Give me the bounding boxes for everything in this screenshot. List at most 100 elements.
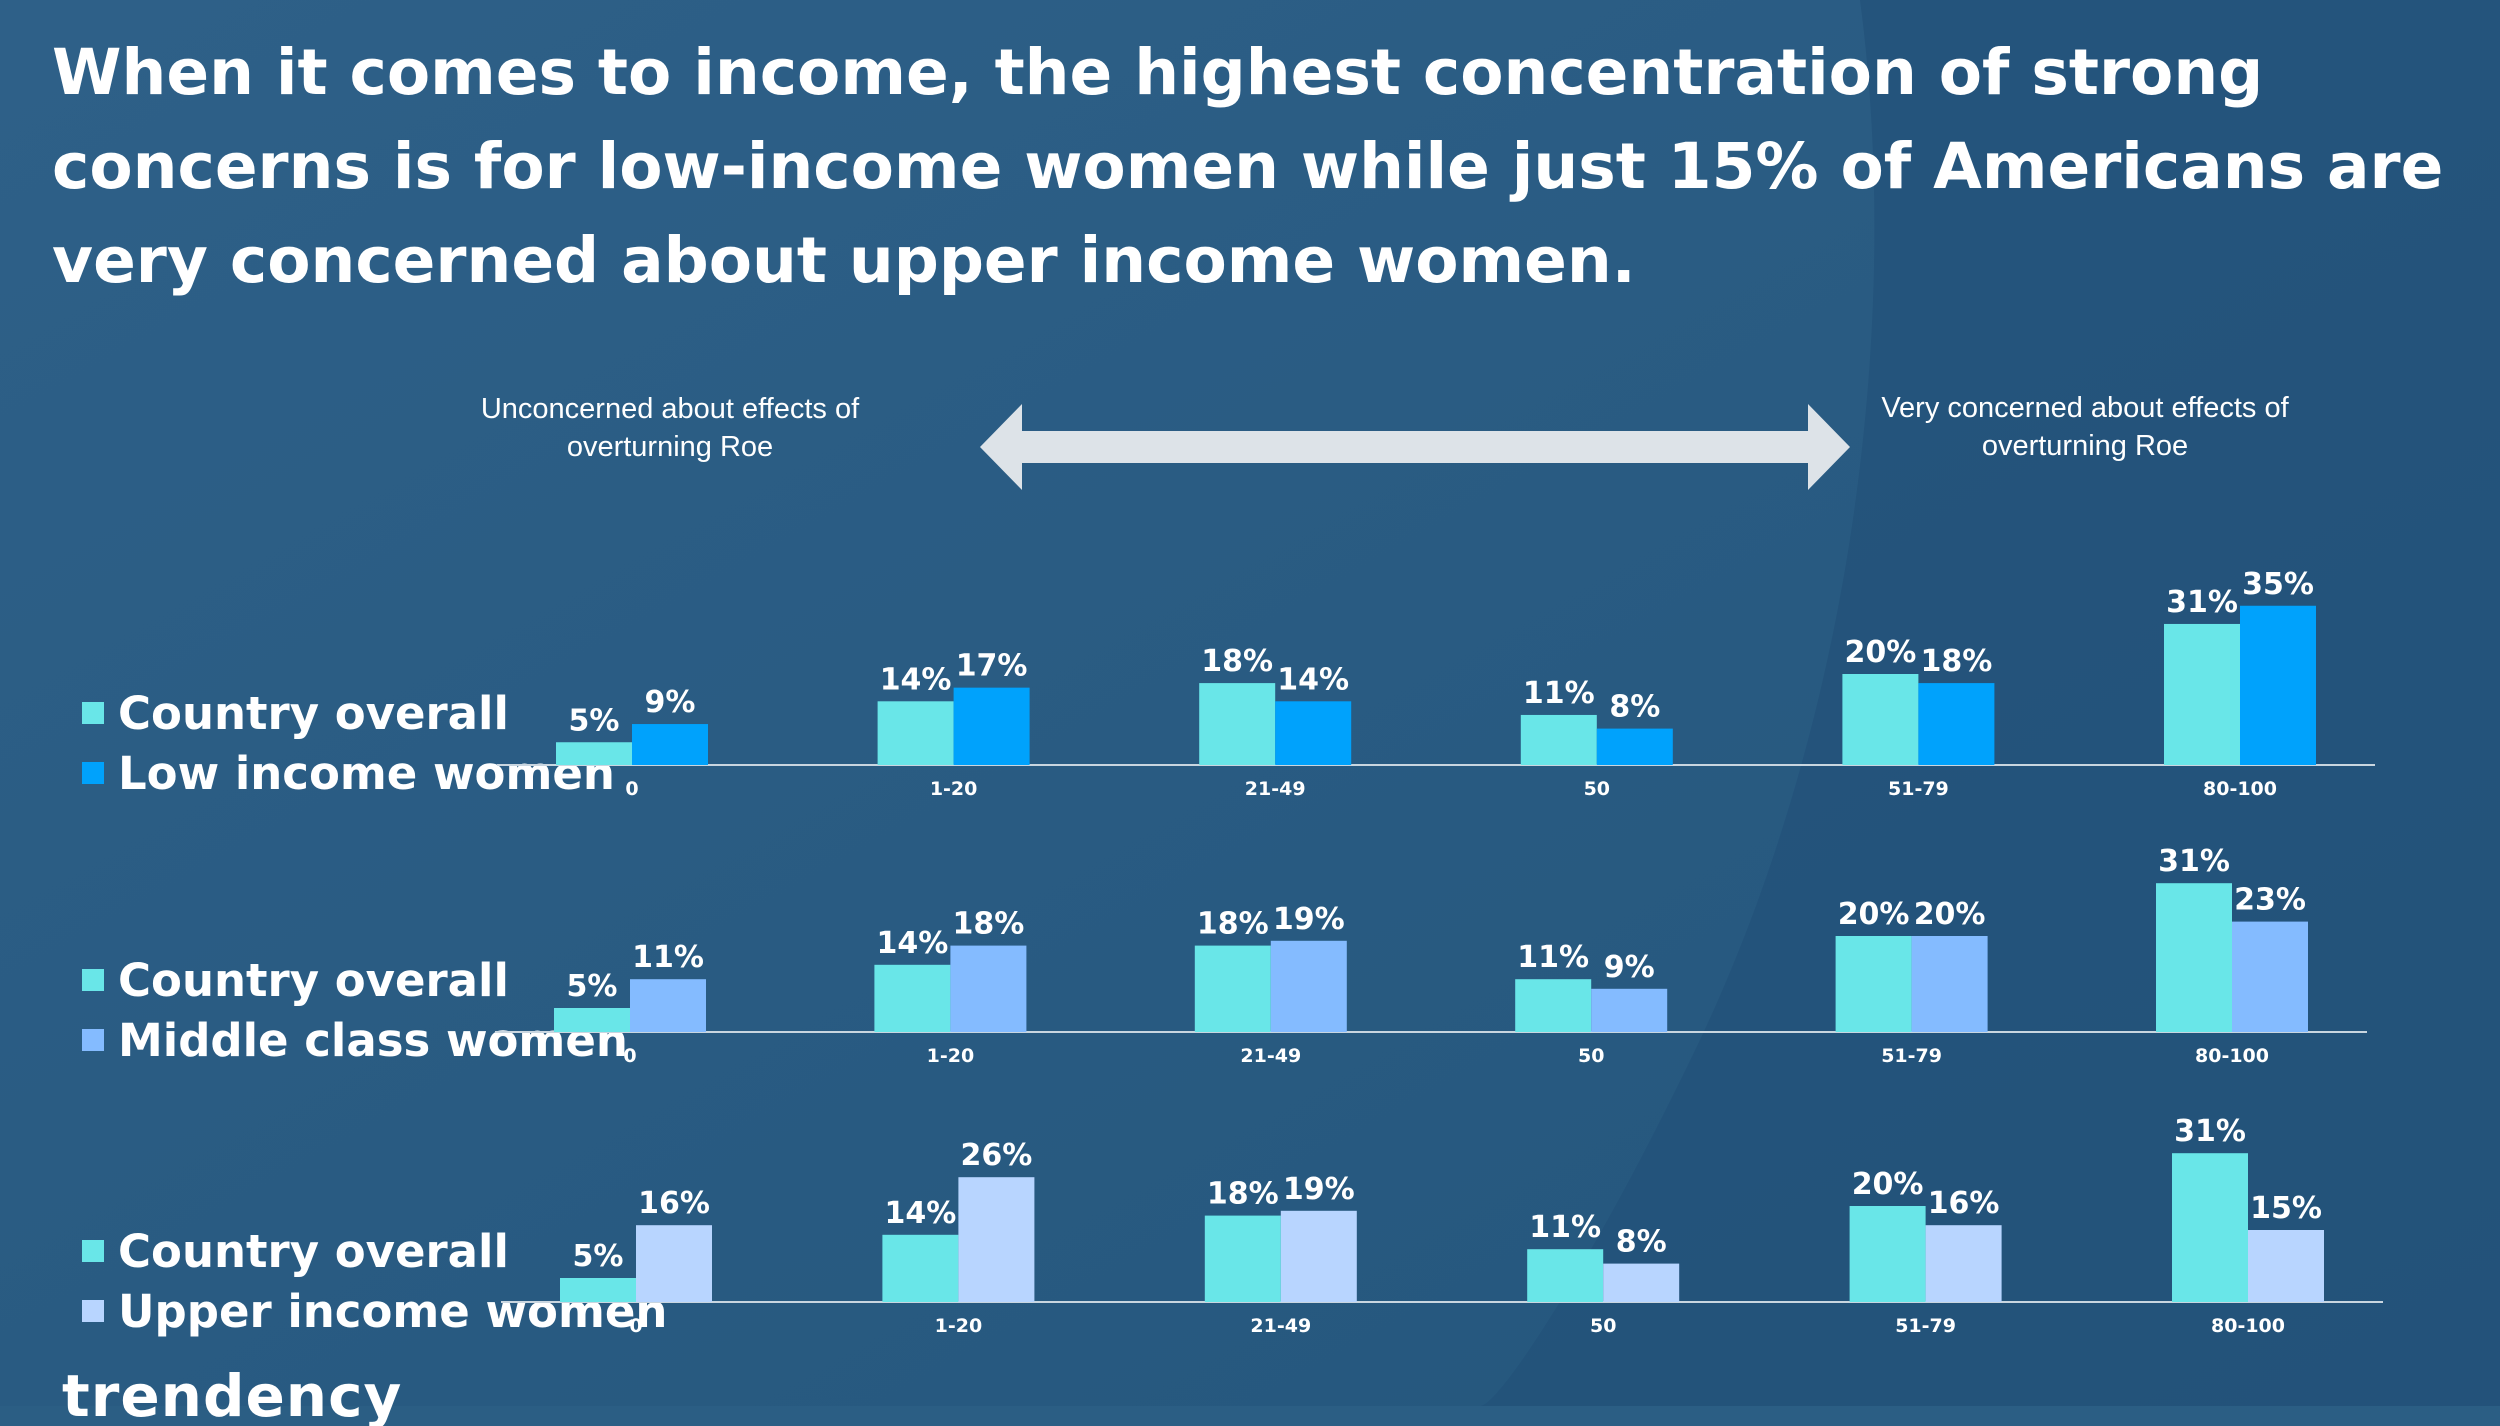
bar [1835,936,1912,1032]
data-label: 5% [567,969,618,1004]
data-label: 19% [1283,1172,1355,1207]
bar [636,1225,712,1302]
legend-chart-3: Country overall Upper income women [82,1221,667,1341]
data-label: 20% [1838,897,1910,932]
legend-swatch [82,762,104,784]
bar [630,979,706,1032]
data-label: 16% [1928,1186,2000,1221]
bar [1270,940,1347,1032]
bar [2172,1153,2248,1302]
scale-left-label: Unconcerned about effects of overturning… [480,393,860,463]
legend-swatch [82,1240,104,1262]
trendency-logo: trendency [62,1366,403,1426]
data-label: 18% [952,907,1024,942]
x-tick-label: 0 [629,1315,642,1337]
data-label: 14% [876,926,948,961]
data-label: 31% [2166,585,2238,620]
legend-label: Country overall [118,953,509,1007]
bar [632,724,708,765]
legend-label: Middle class women [118,1013,628,1067]
data-label: 15% [2250,1191,2322,1226]
legend-item: Middle class women [82,1010,628,1070]
x-tick-label: 50 [1584,778,1610,800]
legend-chart-1: Country overall Low income women [82,683,615,803]
data-label: 18% [1197,907,1269,942]
data-label: 18% [1207,1177,1279,1212]
x-tick-label: 21-49 [1240,1045,1301,1067]
data-label: 19% [1273,902,1345,937]
bar [1194,945,1271,1032]
data-label: 11% [1517,940,1589,975]
bar [1918,683,1995,765]
legend-swatch [82,702,104,724]
x-tick-label: 21-49 [1245,778,1306,800]
bar [560,1278,636,1302]
legend-item: Country overall [82,683,615,743]
data-label: 26% [960,1138,1032,1173]
legend-label: Country overall [118,686,509,740]
data-label: 35% [2242,567,2314,602]
x-tick-label: 80-100 [2211,1315,2285,1337]
legend-swatch [82,969,104,991]
bar [958,1177,1035,1302]
data-label: 14% [880,662,952,697]
data-label: 16% [638,1186,710,1221]
scale-right-label: Very concerned about effects of overturn… [1881,392,2289,462]
bar [2156,883,2232,1032]
data-label: 9% [1604,950,1655,985]
x-tick-label: 1-20 [930,778,978,800]
bar [953,687,1030,765]
bar [1199,683,1276,765]
data-label: 5% [573,1239,624,1274]
data-label: 17% [956,649,1028,684]
legend-swatch [82,1300,104,1322]
bar [2240,605,2316,765]
bar [1603,1263,1680,1302]
data-label: 20% [1914,897,1986,932]
data-label: 31% [2174,1114,2246,1149]
legend-label: Low income women [118,746,615,800]
data-label: 23% [2234,883,2306,918]
data-label: 14% [1277,662,1349,697]
data-label: 18% [1201,644,1273,679]
bar [877,701,954,765]
x-tick-label: 1-20 [927,1045,975,1067]
bar [1275,701,1352,765]
bar [1911,936,1988,1032]
bar [2248,1230,2324,1302]
legend-swatch [82,1029,104,1051]
data-label: 18% [1920,644,1992,679]
bar [1527,1249,1604,1302]
data-label: 20% [1844,635,1916,670]
bar [1849,1206,1926,1302]
x-tick-label: 0 [623,1045,636,1067]
bar [1280,1210,1357,1302]
bar [1842,674,1919,765]
scale-double-arrow-icon [980,404,1850,490]
bar [874,964,951,1032]
bar [2232,921,2308,1032]
legend-label: Country overall [118,1224,509,1278]
bar [1515,979,1592,1032]
data-label: 9% [645,685,696,720]
bar [554,1008,630,1032]
data-label: 8% [1609,690,1660,725]
x-tick-label: 50 [1590,1315,1616,1337]
x-tick-label: 51-79 [1895,1315,1956,1337]
legend-item: Country overall [82,950,628,1010]
data-label: 11% [1529,1210,1601,1245]
bar [882,1234,959,1302]
data-label: 14% [884,1196,956,1231]
x-tick-label: 21-49 [1250,1315,1311,1337]
x-tick-label: 51-79 [1888,778,1949,800]
legend-chart-2: Country overall Middle class women [82,950,628,1070]
bar [950,945,1027,1032]
data-label: 20% [1852,1167,1924,1202]
data-label: 11% [632,940,704,975]
x-tick-label: 51-79 [1881,1045,1942,1067]
x-tick-label: 80-100 [2195,1045,2269,1067]
x-tick-label: 0 [625,778,638,800]
